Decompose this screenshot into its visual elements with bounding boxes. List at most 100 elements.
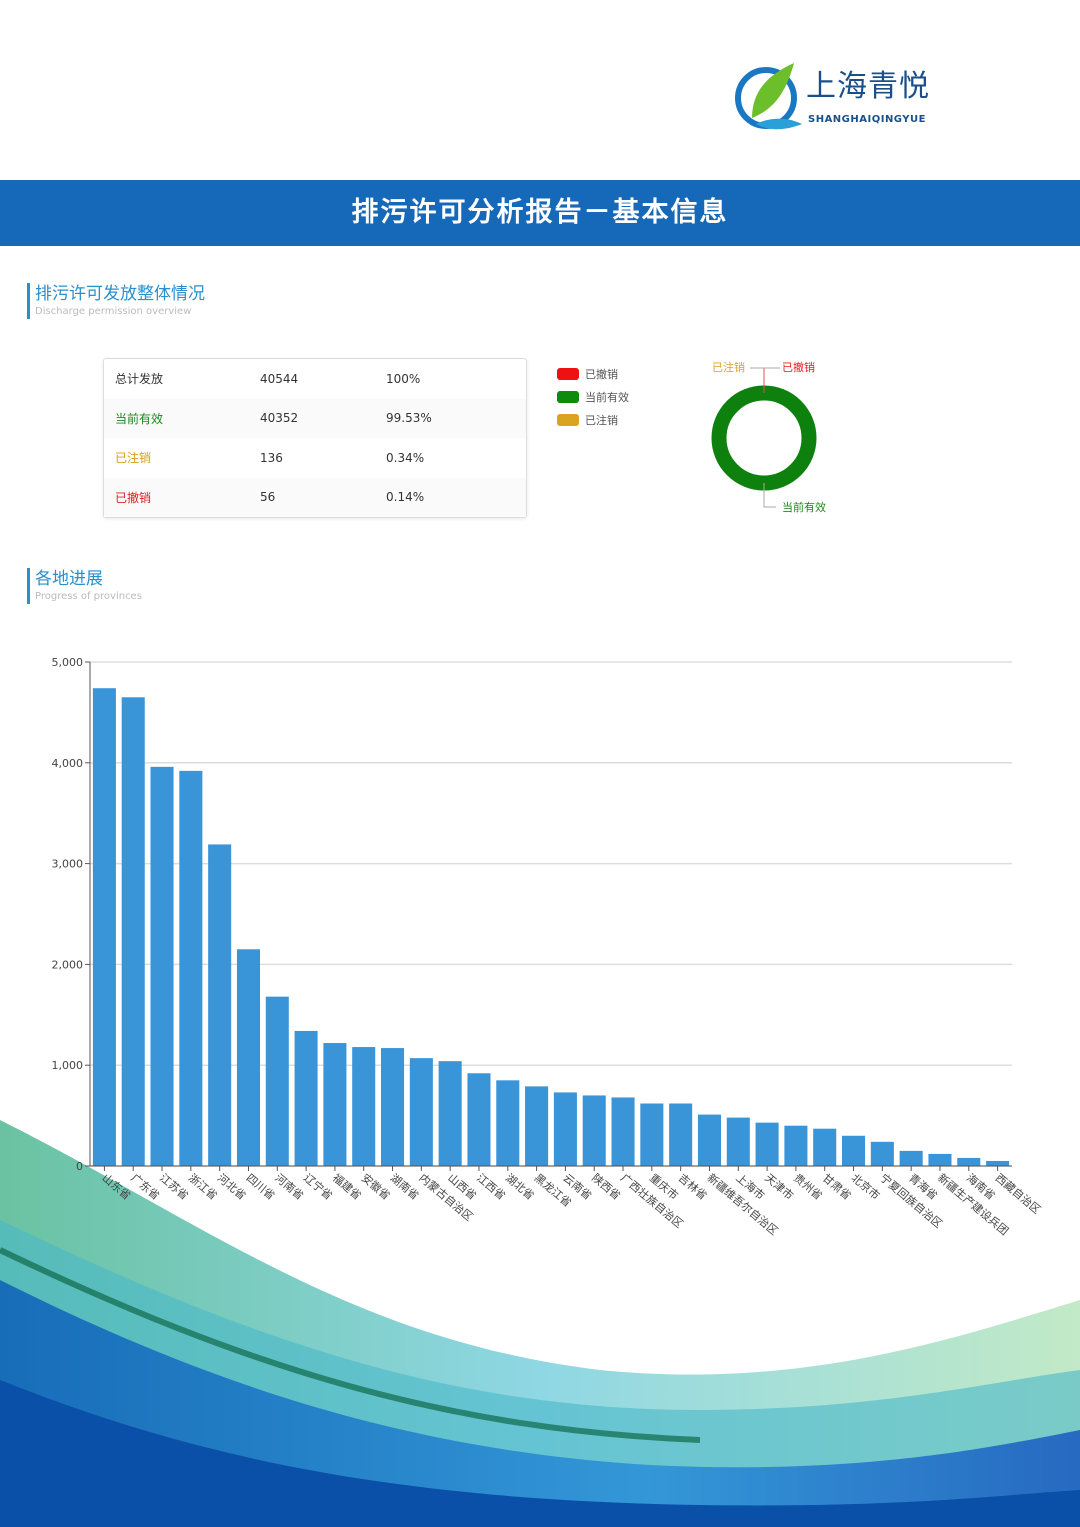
- bar: [957, 1157, 981, 1166]
- x-tick-label: 辽宁省: [301, 1171, 335, 1203]
- legend-swatch: [557, 390, 579, 403]
- x-tick-label: 湖北省: [503, 1171, 537, 1202]
- section-provinces-heading: 各地进展 Progress of provinces: [27, 568, 142, 604]
- bar: [726, 1117, 750, 1166]
- donut-slice-valid: [711, 385, 817, 491]
- bar: [381, 1048, 405, 1166]
- bar: [467, 1073, 491, 1166]
- y-tick-label: 2,000: [52, 958, 84, 971]
- logo-text-cn: 上海青悦: [806, 69, 930, 104]
- bar: [928, 1153, 952, 1166]
- cell-count: 40544: [260, 371, 299, 386]
- legend-item[interactable]: 已注销: [557, 408, 629, 431]
- table-row: 总计发放 40544 100%: [104, 359, 526, 399]
- bar: [899, 1150, 923, 1166]
- bar: [121, 697, 145, 1166]
- section-title: 排污许可发放整体情况: [35, 284, 205, 304]
- cell-label: 已注销: [115, 451, 152, 466]
- legend-label: 已撤销: [585, 367, 618, 381]
- x-tick-label: 福建省: [330, 1171, 364, 1203]
- bar: [496, 1080, 520, 1166]
- bar: [755, 1122, 779, 1166]
- bar: [870, 1141, 894, 1166]
- x-tick-label: 四川省: [244, 1171, 278, 1202]
- cell-label: 已撤销: [115, 490, 152, 505]
- x-tick-label: 山东省: [99, 1171, 133, 1202]
- bar: [150, 766, 174, 1166]
- summary-table: 总计发放 40544 100% 当前有效 40352 99.53% 已注销 136 0.34% 已…: [103, 358, 527, 518]
- bar: [208, 844, 232, 1166]
- x-tick-label: 西藏自治区: [993, 1171, 1044, 1217]
- cell-label: 当前有效: [115, 411, 164, 426]
- y-tick-label: 0: [76, 1160, 83, 1173]
- bar: [986, 1160, 1010, 1166]
- section-subtitle: Progress of provinces: [35, 591, 142, 602]
- x-tick-label: 江苏省: [157, 1171, 191, 1202]
- bar: [525, 1086, 549, 1166]
- y-tick-label: 3,000: [52, 858, 84, 871]
- x-tick-label: 天津市: [762, 1171, 796, 1203]
- table-row: 已撤销 56 0.14%: [104, 477, 526, 517]
- bar: [813, 1128, 837, 1166]
- bar: [640, 1103, 664, 1166]
- x-tick-label: 广东省: [128, 1171, 162, 1202]
- bar: [582, 1095, 606, 1166]
- legend-label: 已注销: [585, 413, 618, 427]
- bar: [611, 1097, 635, 1166]
- bar: [179, 770, 203, 1166]
- donut-label-revoked: 已撤销: [782, 361, 815, 374]
- donut-label-cancelled: 已注销: [712, 361, 745, 374]
- legend-swatch: [557, 367, 579, 380]
- cell-pct: 100%: [386, 371, 421, 386]
- bar: [553, 1092, 577, 1166]
- x-tick-label: 安徽省: [359, 1171, 393, 1203]
- section-overview-heading: 排污许可发放整体情况 Discharge permission overview: [27, 283, 205, 319]
- bar: [294, 1030, 318, 1166]
- table-row: 已注销 136 0.34%: [104, 438, 526, 478]
- y-tick-label: 5,000: [52, 656, 84, 669]
- bar: [784, 1125, 808, 1166]
- y-tick-label: 1,000: [52, 1059, 84, 1072]
- bar: [92, 688, 116, 1166]
- x-tick-label: 贵州省: [791, 1171, 825, 1202]
- x-tick-label: 河北省: [215, 1171, 249, 1202]
- legend-item[interactable]: 已撤销: [557, 362, 629, 385]
- table-row: 当前有效 40352 99.53%: [104, 398, 526, 438]
- y-tick-label: 4,000: [52, 757, 84, 770]
- bar: [265, 996, 289, 1166]
- x-tick-label: 江西省: [474, 1171, 508, 1202]
- bar: [409, 1058, 433, 1166]
- bar: [438, 1061, 462, 1166]
- donut-chart: 已注销 已撤销 当前有效: [700, 350, 850, 520]
- section-title: 各地进展: [35, 569, 103, 589]
- province-bar-chart: 0 1,000 2,000 3,000 4,000 5,000 山东省广东省江苏省浙江省河北…: [52, 656, 1044, 1238]
- x-tick-label: 吉林省: [676, 1171, 710, 1203]
- section-subtitle: Discharge permission overview: [35, 306, 192, 317]
- cell-count: 56: [260, 490, 276, 505]
- cell-count: 40352: [260, 411, 299, 426]
- x-tick-label: 陕西省: [589, 1171, 623, 1203]
- bar: [669, 1103, 693, 1166]
- bar: [323, 1043, 347, 1166]
- legend-swatch: [557, 413, 579, 426]
- cell-pct: 0.14%: [386, 490, 425, 505]
- x-tick-label: 北京市: [849, 1171, 883, 1203]
- report-title-banner: 排污许可分析报告－基本信息: [0, 180, 1080, 246]
- x-tick-label: 浙江省: [186, 1171, 220, 1202]
- decorative-waves: [0, 1120, 1080, 1527]
- logo-leaf-icon: [735, 63, 802, 130]
- legend-label: 当前有效: [585, 390, 629, 404]
- bar: [697, 1114, 721, 1166]
- legend-item[interactable]: 当前有效: [557, 385, 629, 408]
- cell-label: 总计发放: [115, 372, 164, 387]
- cell-pct: 0.34%: [386, 450, 425, 465]
- bar: [352, 1047, 376, 1166]
- bar: [236, 949, 260, 1166]
- donut-label-valid: 当前有效: [782, 501, 826, 514]
- bar: [842, 1135, 866, 1166]
- logo: 上海青悦 SHANGHAIQINGYUE: [732, 58, 962, 142]
- logo-text-en: SHANGHAIQINGYUE: [808, 114, 926, 125]
- cell-pct: 99.53%: [386, 411, 432, 426]
- x-tick-label: 湖南省: [388, 1171, 422, 1202]
- x-tick-label: 甘肃省: [820, 1171, 854, 1202]
